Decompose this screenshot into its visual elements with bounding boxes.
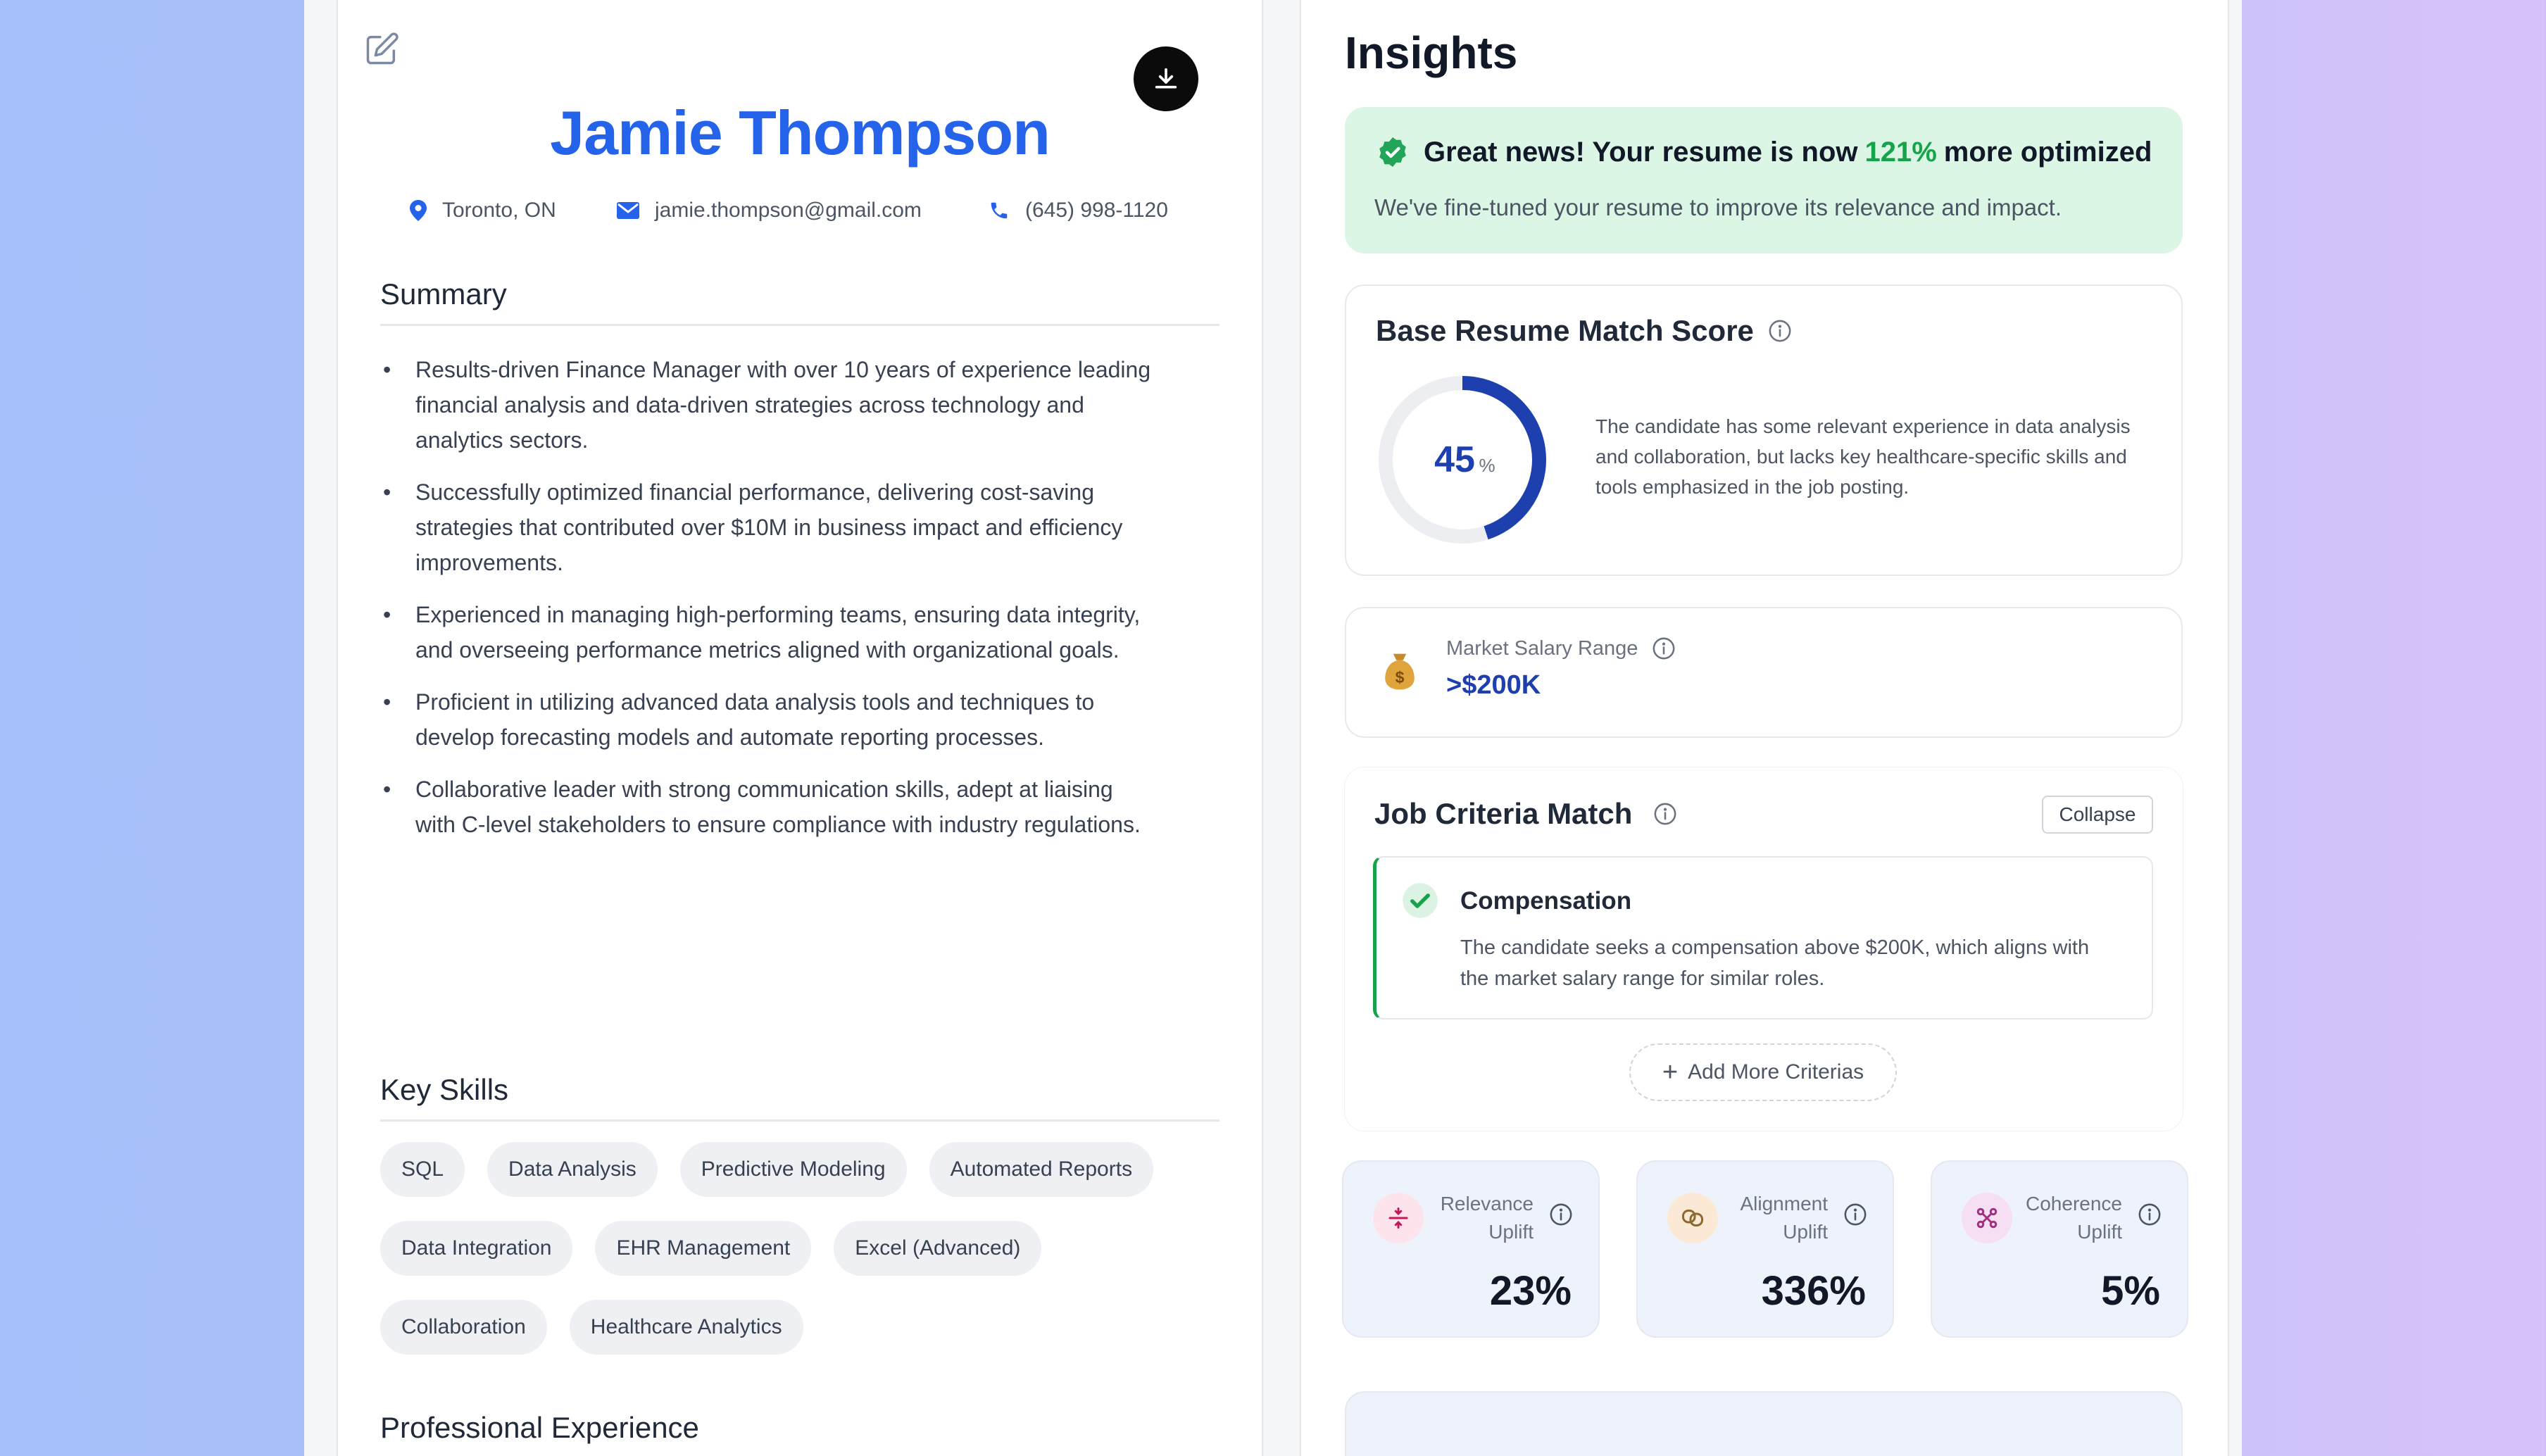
metric-label: Relevance Uplift bbox=[1440, 1193, 1534, 1243]
match-score-ring: 45 % bbox=[1379, 376, 1546, 544]
info-icon[interactable] bbox=[1549, 1203, 1573, 1226]
relevance-icon bbox=[1373, 1193, 1424, 1243]
money-bag-icon: $ bbox=[1385, 653, 1415, 690]
score-value: 45 bbox=[1434, 439, 1475, 480]
match-score-description: The candidate has some relevant experien… bbox=[1595, 415, 2131, 498]
banner-subtext: We've fine-tuned your resume to improve … bbox=[1374, 194, 2062, 220]
location-text: Toronto, ON bbox=[442, 199, 556, 222]
metric-value: 336% bbox=[1761, 1268, 1866, 1314]
criteria-item-compensation[interactable] bbox=[1373, 856, 2153, 1019]
salary-value: >$200K bbox=[1446, 670, 1541, 700]
phone-icon bbox=[991, 202, 1008, 219]
skill-chip: Collaboration bbox=[380, 1300, 547, 1355]
skill-chip: EHR Management bbox=[595, 1221, 812, 1276]
skills-row: SQL Data Analysis Predictive Modeling Au… bbox=[380, 1142, 1225, 1197]
add-criteria-button[interactable]: + Add More Criterias bbox=[1629, 1043, 1897, 1101]
download-icon bbox=[1155, 68, 1177, 89]
job-criteria-title: Job Criteria Match bbox=[1374, 797, 1677, 831]
edit-icon[interactable] bbox=[363, 31, 400, 68]
metric-value: 5% bbox=[2101, 1268, 2160, 1314]
summary-item: Results-driven Finance Manager with over… bbox=[380, 352, 1155, 458]
skill-chip: SQL bbox=[380, 1142, 465, 1197]
match-score-title: Base Resume Match Score bbox=[1376, 314, 1792, 348]
summary-item: Experienced in managing high-performing … bbox=[380, 597, 1155, 667]
banner-head-pre: Great news! Your resume is now bbox=[1424, 136, 1858, 168]
banner-head-post: more optimized bbox=[1943, 136, 2152, 168]
skill-chip: Predictive Modeling bbox=[679, 1142, 907, 1197]
info-icon[interactable] bbox=[2138, 1203, 2162, 1226]
criteria-item-description: The candidate seeks a compensation above… bbox=[1460, 936, 2090, 990]
alignment-icon bbox=[1667, 1193, 1718, 1243]
summary-item: Proficient in utilizing advanced data an… bbox=[380, 684, 1155, 755]
optimization-banner bbox=[1345, 107, 2183, 253]
download-button[interactable] bbox=[1134, 46, 1198, 111]
phone-text: (645) 998-1120 bbox=[1025, 199, 1168, 222]
info-icon[interactable] bbox=[1768, 319, 1792, 343]
check-circle-icon bbox=[1403, 883, 1438, 918]
alignment-uplift-card: Alignment Uplift 336% bbox=[1636, 1160, 1894, 1338]
email-link[interactable]: jamie.thompson@gmail.com bbox=[655, 199, 922, 222]
ring-progress bbox=[1379, 376, 1546, 544]
coherence-icon bbox=[1962, 1193, 2012, 1243]
verified-check-icon bbox=[1379, 137, 1406, 167]
skill-chip: Excel (Advanced) bbox=[834, 1221, 1042, 1276]
candidate-name: Jamie Thompson bbox=[550, 98, 1051, 168]
insights-title: Insights bbox=[1345, 27, 1518, 78]
collapse-button[interactable]: Collapse bbox=[2042, 796, 2153, 834]
key-skills-heading: Key Skills bbox=[380, 1073, 1219, 1122]
contact-phone: (645) 998-1120 bbox=[989, 199, 1168, 222]
metric-label: Alignment Uplift bbox=[1740, 1193, 1828, 1243]
skills-row: Data Integration EHR Management Excel (A… bbox=[380, 1221, 1225, 1276]
skill-chip: Data Integration bbox=[380, 1221, 573, 1276]
job-criteria-title-text: Job Criteria Match bbox=[1374, 797, 1633, 830]
metric-label: Coherence Uplift bbox=[2026, 1193, 2122, 1243]
summary-list: Results-driven Finance Manager with over… bbox=[380, 352, 1155, 859]
professional-experience-heading: Professional Experience bbox=[380, 1411, 699, 1444]
info-icon[interactable] bbox=[1653, 802, 1677, 826]
contact-email: jamie.thompson@gmail.com bbox=[617, 199, 922, 222]
mail-icon bbox=[617, 202, 639, 219]
add-criteria-label: Add More Criterias bbox=[1688, 1060, 1864, 1084]
summary-item: Successfully optimized financial perform… bbox=[380, 475, 1155, 580]
criteria-item-title: Compensation bbox=[1460, 887, 1632, 915]
summary-item: Collaborative leader with strong communi… bbox=[380, 772, 1155, 842]
salary-label-text: Market Salary Range bbox=[1446, 636, 1638, 660]
skills-row: Collaboration Healthcare Analytics bbox=[380, 1300, 1225, 1355]
match-score-title-text: Base Resume Match Score bbox=[1376, 314, 1754, 347]
tailored-resume-card bbox=[1345, 1391, 2183, 1456]
plus-icon: + bbox=[1662, 1057, 1679, 1087]
salary-label: Market Salary Range bbox=[1446, 636, 1676, 660]
skill-chip: Healthcare Analytics bbox=[569, 1300, 803, 1355]
skill-chip: Data Analysis bbox=[487, 1142, 658, 1197]
info-icon[interactable] bbox=[1843, 1203, 1867, 1226]
metric-value: 23% bbox=[1489, 1268, 1572, 1314]
skill-chip: Automated Reports bbox=[929, 1142, 1154, 1197]
relevance-uplift-card: Relevance Uplift 23% bbox=[1342, 1160, 1600, 1338]
contact-location: Toronto, ON bbox=[410, 199, 556, 222]
banner-percentage: 121% bbox=[1864, 136, 1937, 168]
location-pin-icon bbox=[410, 200, 427, 221]
skills-list: SQL Data Analysis Predictive Modeling Au… bbox=[380, 1142, 1225, 1379]
banner-headline: Great news! Your resume is now 121% more… bbox=[1376, 135, 2152, 169]
score-unit: % bbox=[1479, 455, 1495, 476]
info-icon[interactable] bbox=[1652, 636, 1676, 660]
coherence-uplift-card: Coherence Uplift 5% bbox=[1931, 1160, 2188, 1338]
salary-card bbox=[1345, 607, 2183, 738]
summary-heading: Summary bbox=[380, 277, 1219, 326]
svg-text:$: $ bbox=[1396, 668, 1405, 686]
